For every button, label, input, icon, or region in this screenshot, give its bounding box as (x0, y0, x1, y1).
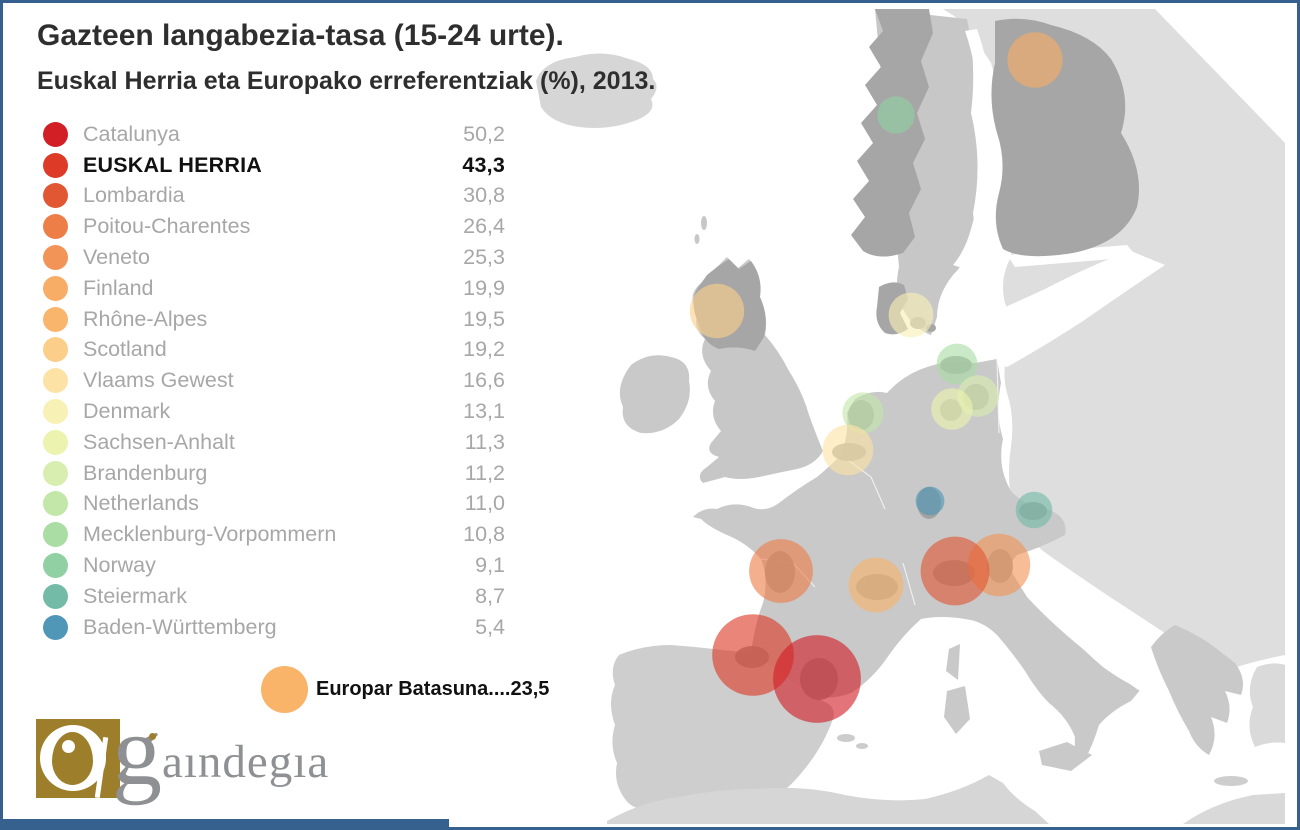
legend-row: Sachsen-Anhalt 11,3 (43, 427, 505, 458)
legend-row: Scotland 19,2 (43, 335, 505, 366)
legend-color-dot-icon (43, 183, 68, 209)
legend-region-value: 19,9 (463, 275, 505, 300)
region-bubble (749, 539, 813, 603)
legend-region-name: Rhône-Alpes (83, 306, 208, 331)
logo-wordmark: aındegıa (162, 736, 330, 788)
legend-region-name: Vlaams Gewest (83, 368, 234, 393)
legend-color-dot-icon (43, 491, 68, 517)
legend-region-value: 16,6 (463, 368, 505, 393)
page-subtitle: Euskal Herria eta Europako erreferentzia… (37, 67, 656, 95)
legend-color-dot-icon (43, 553, 68, 579)
logo-egg-dot-icon (62, 740, 75, 753)
legend-row: Mecklenburg-Vorpommern 10,8 (43, 519, 505, 550)
region-bubble (936, 343, 978, 385)
region-bubble (689, 283, 745, 339)
legend-region-name: Sachsen-Anhalt (83, 429, 235, 454)
legend-row: Baden-Württemberg 5,4 (43, 612, 505, 643)
legend-region-value: 50,2 (463, 121, 505, 146)
europe-map (536, 9, 1285, 824)
legend-color-dot-icon (43, 306, 68, 332)
eu-reference-row: Europar Batasuna....23,5 (261, 666, 549, 713)
region-bubble (848, 557, 904, 613)
legend-region-name: Catalunya (83, 121, 180, 146)
region-bubble (931, 388, 973, 430)
legend-region-value: 30,8 (463, 183, 505, 208)
legend-color-dot-icon (43, 614, 68, 640)
legend-color-dot-icon (43, 399, 68, 425)
page-title: Gazteen langabezia-tasa (15-24 urte). (37, 19, 564, 52)
legend-color-dot-icon (43, 245, 68, 271)
legend-region-value: 9,1 (475, 553, 505, 578)
legend-row: EUSKAL HERRIA 43,3 (43, 150, 505, 181)
legend-region-value: 11,2 (464, 460, 505, 485)
map-landmasses (536, 9, 1285, 824)
legend-region-value: 19,2 (463, 337, 505, 362)
legend-color-dot-icon (43, 152, 68, 178)
map-bubbles (689, 32, 1063, 723)
legend-region-name: Veneto (83, 245, 150, 270)
legend-color-dot-icon (43, 429, 68, 455)
legend-region-value: 19,5 (463, 306, 505, 331)
legend-row: Catalunya 50,2 (43, 119, 505, 150)
legend-region-name: Poitou-Charentes (83, 214, 251, 239)
legend-region-value: 26,4 (463, 214, 505, 239)
legend-region-name: Finland (83, 275, 154, 300)
eu-reference-label: Europar Batasuna....23,5 (316, 678, 550, 700)
region-legend: Catalunya 50,2 EUSKAL HERRIA 43,3 Lombardia 3… (43, 119, 505, 643)
legend-region-value: 5,4 (475, 614, 505, 639)
eu-reference-dot (261, 666, 308, 713)
legend-region-value: 11,3 (464, 429, 505, 454)
legend-color-dot-icon (43, 368, 68, 394)
region-bubble (1015, 491, 1053, 529)
region-bubble (842, 392, 884, 434)
legend-color-dot-icon (43, 522, 68, 548)
legend-color-dot-icon (43, 460, 68, 486)
legend-row: Brandenburg 11,2 (43, 458, 505, 489)
legend-region-value: 8,7 (475, 583, 505, 608)
legend-color-dot-icon (43, 275, 68, 301)
legend-row: Poitou-Charentes 26,4 (43, 211, 505, 242)
legend-row: Lombardia 30,8 (43, 181, 505, 212)
bottom-accent-bar (3, 819, 449, 827)
logo-wordmark-initial: g (112, 695, 162, 806)
legend-region-value: 25,3 (463, 245, 505, 270)
legend-region-name: Baden-Württemberg (83, 614, 277, 639)
region-bubble (773, 635, 861, 723)
legend-row: Norway 9,1 (43, 550, 505, 581)
legend-region-name: Norway (83, 553, 156, 578)
region-bubble (920, 536, 990, 606)
legend-region-value: 43,3 (462, 152, 505, 177)
legend-region-name: Denmark (83, 399, 171, 424)
legend-row: Netherlands 11,0 (43, 489, 505, 520)
legend-row: Vlaams Gewest 16,6 (43, 365, 505, 396)
legend-color-dot-icon (43, 214, 68, 240)
legend-region-name: Steiermark (83, 583, 187, 608)
legend-row: Rhône-Alpes 19,5 (43, 304, 505, 335)
gaindegia-logo: g aındegıa (36, 701, 366, 817)
region-bubble (915, 486, 945, 516)
logo-egg-icon (52, 732, 93, 785)
logo-gold-dot-icon (149, 733, 156, 740)
legend-region-name: Mecklenburg-Vorpommern (83, 522, 337, 547)
legend-region-name: EUSKAL HERRIA (83, 152, 262, 177)
legend-region-name: Lombardia (83, 183, 185, 208)
legend-row: Denmark 13,1 (43, 396, 505, 427)
legend-region-name: Brandenburg (83, 460, 208, 485)
legend-region-value: 10,8 (463, 522, 505, 547)
legend-row: Steiermark 8,7 (43, 581, 505, 612)
legend-row: Finland 19,9 (43, 273, 505, 304)
region-bubble (1007, 32, 1063, 88)
legend-row: Veneto 25,3 (43, 242, 505, 273)
legend-color-dot-icon (43, 121, 68, 147)
region-bubble (888, 292, 934, 338)
legend-region-name: Scotland (83, 337, 167, 362)
region-bubble (822, 424, 874, 476)
legend-region-name: Netherlands (83, 491, 199, 516)
legend-region-value: 13,1 (463, 399, 505, 424)
legend-color-dot-icon (43, 583, 68, 609)
legend-color-dot-icon (43, 337, 68, 363)
region-bubble (877, 96, 915, 134)
legend-region-value: 11,0 (464, 491, 505, 516)
